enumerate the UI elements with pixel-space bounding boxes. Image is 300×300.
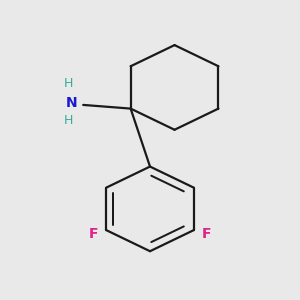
Text: H: H <box>64 77 73 90</box>
Text: F: F <box>202 227 211 241</box>
Text: H: H <box>64 114 73 127</box>
Text: N: N <box>66 96 77 110</box>
Text: F: F <box>89 227 98 241</box>
